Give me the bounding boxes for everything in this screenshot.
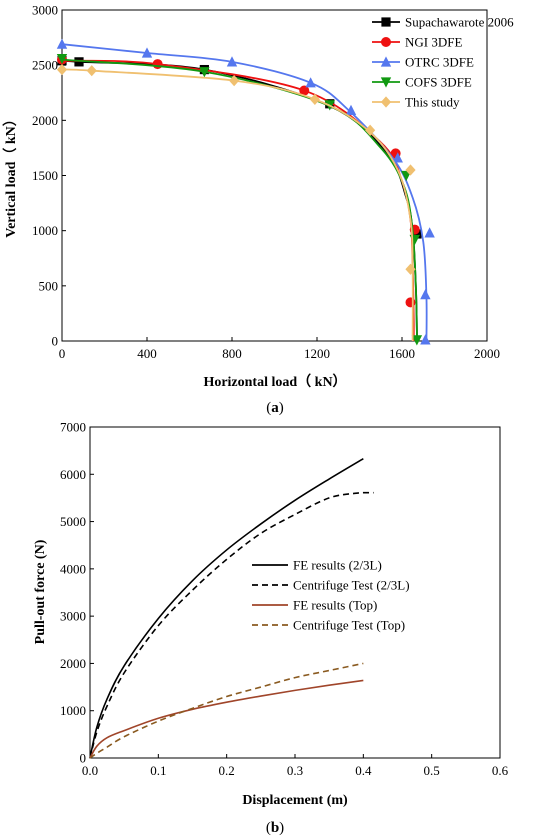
chart-a-series-otrc-3dfe-point [141,47,153,58]
chart-b-frame [89,426,501,759]
chart-a-series-this-study-legend-label: This study [405,95,460,110]
chart-b-xtick-label: 0.3 [287,763,303,778]
chart-a-xtick-label: 800 [222,346,242,361]
chart-a-series-cofs-3dfe-point [411,335,423,346]
chart-a-series-this-study-point [229,75,240,87]
chart-b-xtick-label: 0.5 [424,763,440,778]
chart-b-xtick-label: 0.2 [219,763,235,778]
chart-b-xtick-label: 0.4 [355,763,372,778]
chart-a-series-cofs-3dfe-point [56,53,68,65]
chart-b-ytick-label: 3000 [60,609,86,624]
chart-a-series-ngi-3dfe-point [299,85,310,96]
chart-b-xtick-label: 0.1 [150,763,166,778]
chart-a-series-otrc-3dfe-point [424,227,435,238]
chart-a-series-this-study-legend-marker [380,96,392,108]
chart-b-xtick-label: 0.6 [492,763,509,778]
chart-a-series-cofs-3dfe-line [61,58,418,342]
chart-a-series-otrc-3dfe-point [420,334,431,345]
chart-a-series-this-study-point [86,65,97,77]
chart-b: 0.0 0.1 0.2 0.3 0.4 0.5 0.6 0 1000 2000 3000 4000 50… [33,420,509,837]
chart-a-series-cofs-3dfe-legend-marker [380,77,392,88]
chart-a-ticks: 0 400 800 1200 1600 2000 0 500 1000 1500 2000 2500 3… [32,3,500,362]
chart-a-series-otrc-3dfe-point [305,77,316,88]
chart-a-series-ngi-3dfe-point [152,59,163,70]
chart-a-series-ngi-3dfe-line [61,59,415,342]
chart-b-caption: (b) [266,820,284,836]
chart-b-series-centrifuge-test-top-legend-label: Centrifuge Test (Top) [293,618,405,633]
chart-a-series-supachawarote-2006-point [74,57,84,67]
chart-b-series-fe-results-top-legend-label: FE results (Top) [293,598,377,613]
chart-a-series-cofs-3dfe-legend-label: COFS 3DFE [405,75,472,90]
chart-a-series-otrc-3dfe-legend-marker [380,56,392,67]
chart-a-xtick-label: 0 [59,346,66,361]
chart-a-series-this-study-point [365,124,376,136]
chart-a-series-ngi-3dfe-point [405,297,416,308]
chart-b-ylabel: Pull-out force (N) [33,539,48,644]
chart-a-series-this-study-point [309,93,320,105]
chart-b-series-centrifuge-test-2-3l-line [89,491,374,759]
chart-b-xlabel: Displacement (m) [242,793,348,808]
chart-a-series-supachawarote-2006-legend-label: Supachawarote 2006 [405,15,514,30]
chart-a-series-otrc-3dfe-point [345,104,357,116]
chart-a-series-supachawarote-2006-line [61,59,418,342]
chart-a-xtick-label: 400 [137,346,157,361]
chart-a-series-otrc-3dfe-legend-label: OTRC 3DFE [405,55,474,70]
chart-b-ytick-label: 7000 [60,420,86,435]
chart-a-series-this-study-line [61,68,414,342]
chart-a-series-otrc-3dfe-point [226,56,238,67]
chart-b-xtick-label: 0.0 [82,763,98,778]
chart-a-series-ngi-3dfe-legend-marker [381,37,391,47]
chart-a-xlabel: Horizontal load（ kN） [203,374,346,390]
chart-a-ytick-label: 0 [52,334,59,349]
chart-a-caption: (a) [266,400,284,416]
chart-a-xtick-label: 1600 [389,346,415,361]
chart-b-ytick-label: 1000 [60,703,86,718]
chart-a-legend: Supachawarote 2006 NGI 3DFE OTRC 3DFE COFS … [372,15,514,110]
chart-b-ticks: 0.0 0.1 0.2 0.3 0.4 0.5 0.6 0 1000 2000 3000 4000 50… [60,420,509,779]
chart-a-series-otrc-3dfe-line [61,43,428,342]
chart-a-series [56,38,435,346]
chart-a-ytick-label: 3000 [32,3,58,18]
chart-a-series-this-study-point [405,164,416,176]
chart-a-ytick-label: 1500 [32,168,58,183]
chart-a-series-this-study-point [405,263,416,275]
chart-a-series-supachawarote-2006-legend-marker [381,17,391,27]
chart-b-ytick-label: 2000 [60,656,86,671]
chart-a-series-otrc-3dfe-point [420,289,431,300]
chart-a-caption-letter: a [271,400,279,416]
chart-b-ytick-label: 6000 [60,467,86,482]
chart-b-series-centrifuge-test-top-line [89,662,364,759]
chart-a-series-otrc-3dfe-point [392,152,403,163]
chart-b-ytick-label: 0 [80,751,87,766]
chart-a-series-ngi-3dfe-legend-label: NGI 3DFE [405,35,462,50]
chart-a-series-cofs-3dfe-point [199,67,210,78]
chart-a-xtick-label: 1200 [304,346,330,361]
chart-b-series-fe-results-2-3l-legend-label: FE results (2/3L) [293,558,382,573]
chart-b-series-fe-results-top-line [89,679,364,759]
chart-a-series-this-study-point [56,63,68,76]
chart-a-series-otrc-3dfe-point [56,38,68,49]
chart-b-series [89,457,374,759]
chart-b-legend: FE results (2/3L) Centrifuge Test (2/3L) F… [252,558,410,633]
chart-a-ytick-label: 500 [39,278,59,293]
chart-b-ytick-label: 4000 [60,561,86,576]
chart-b-ytick-label: 5000 [60,514,86,529]
chart-a: 0 400 800 1200 1600 2000 0 500 1000 1500 2000 2500 3… [3,3,514,417]
chart-b-caption-letter: b [271,820,279,836]
chart-a-ytick-label: 2500 [32,58,58,73]
chart-b-series-fe-results-2-3l-line [89,457,364,759]
chart-a-ytick-label: 2000 [32,113,58,128]
chart-b-series-centrifuge-test-2-3l-legend-label: Centrifuge Test (2/3L) [293,578,410,593]
chart-a-ylabel: Vertical load（ kN） [3,112,19,237]
chart-a-ytick-label: 1000 [32,223,58,238]
chart-a-xtick-label: 2000 [474,346,500,361]
